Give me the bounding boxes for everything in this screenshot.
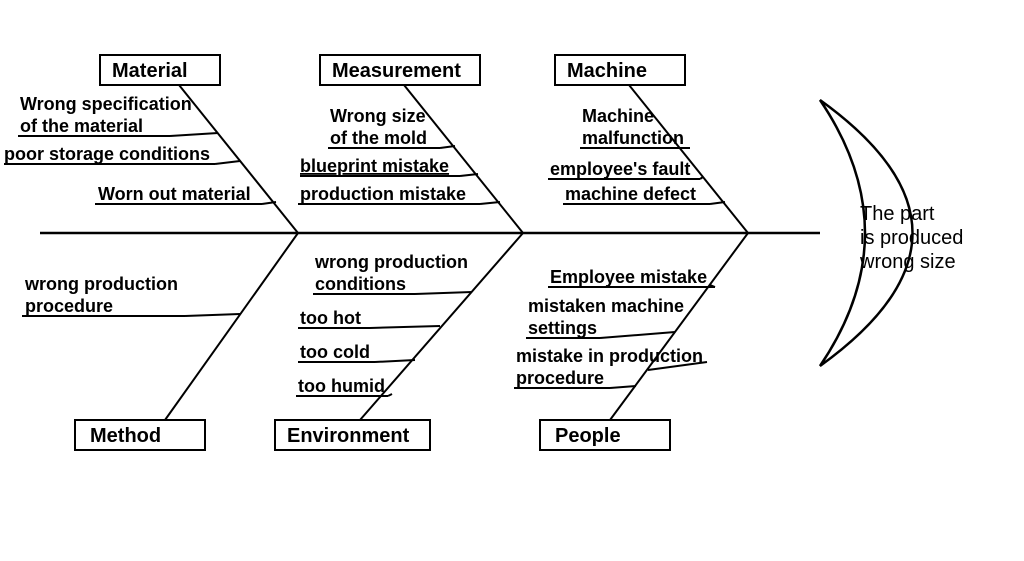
label-method: Method [90, 425, 161, 447]
svg-text:Wrong specification of t: Wrong specification of the material [20, 94, 197, 136]
svg-text:wrong production procedu: wrong production procedure [24, 274, 183, 316]
cause-measurement-1: blueprint mistake [300, 156, 478, 176]
svg-text:production mistake: production mistake [300, 184, 466, 204]
svg-text:Employee mistake: Employee mistake [550, 267, 707, 287]
label-material: Material [112, 60, 188, 82]
cause-material-0: Wrong specification of the material [18, 94, 218, 136]
svg-text:blueprint mistake: blueprint mistake [300, 156, 449, 176]
cause-method-0: wrong production procedure [22, 274, 240, 316]
cause-measurement-2: production mistake [298, 184, 500, 204]
label-measurement: Measurement [332, 60, 461, 82]
cause-machine-2: machine defect [563, 184, 725, 204]
cause-people-2: mistake in production procedure [514, 346, 708, 388]
cause-people-0: Employee mistake [548, 267, 715, 287]
cause-measurement-0: Wrong size of the mold [328, 106, 455, 148]
svg-text:machine defect: machine defect [565, 184, 696, 204]
svg-text:poor storage conditions: poor storage conditions [4, 144, 210, 164]
bone-machine [625, 80, 748, 233]
svg-text:Machine malfunction: Machine malfunction [582, 106, 684, 148]
cause-people-1: mistaken machine settings [526, 296, 689, 338]
cause-material-1: poor storage conditions [4, 144, 240, 164]
svg-text:too cold: too cold [300, 342, 370, 362]
svg-text:wrong production conditi: wrong production conditions [314, 252, 473, 294]
cause-material-2: Worn out material [95, 184, 276, 204]
svg-text:Worn out material: Worn out material [98, 184, 251, 204]
cause-environment-2: too cold [298, 342, 415, 362]
svg-text:Wrong size of the mold: Wrong size of the mold [330, 106, 431, 148]
cause-machine-1: employee's fault [548, 159, 703, 179]
cause-environment-1: too hot [298, 308, 440, 328]
label-environment: Environment [287, 425, 410, 447]
fishbone-diagram: The part is produced wrong size Material… [0, 0, 1024, 561]
svg-text:too hot: too hot [300, 308, 361, 328]
label-people: People [555, 425, 621, 447]
cause-environment-3: too humid [296, 376, 392, 396]
svg-text:mistake in production pr: mistake in production procedure [516, 346, 708, 388]
cause-environment-0: wrong production conditions [313, 252, 473, 294]
bone-people [610, 233, 748, 420]
svg-text:employee's fault: employee's fault [550, 159, 690, 179]
bone-method [165, 233, 298, 420]
effect-text: The part is produced wrong size [859, 203, 969, 273]
label-machine: Machine [567, 60, 647, 82]
cause-machine-0: Machine malfunction [580, 106, 690, 148]
svg-text:too humid: too humid [298, 376, 385, 396]
svg-text:mistaken machine setting: mistaken machine settings [528, 296, 689, 338]
